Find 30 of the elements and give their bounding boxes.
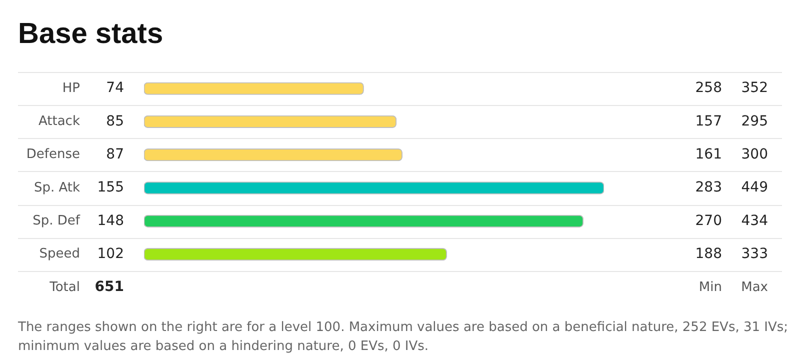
y-tick-label: Sp. Atk — [34, 180, 80, 196]
text: 449 — [741, 180, 768, 196]
y-tick-label: Sp. Def — [32, 214, 80, 229]
data-label: 87 — [106, 146, 124, 162]
data-label: 85 — [106, 113, 124, 130]
data-label: 74 — [106, 80, 124, 96]
text: 352 — [741, 80, 768, 96]
text: 295 — [741, 113, 768, 130]
text: 157 — [695, 113, 722, 130]
y-tick-label: HP — [62, 80, 80, 96]
text: 270 — [695, 212, 722, 229]
text: 161 — [695, 146, 722, 162]
text: 300 — [741, 146, 768, 162]
text: 651 — [94, 279, 124, 296]
text: 434 — [741, 212, 768, 229]
text: 258 — [695, 80, 722, 96]
data-label: 155 — [97, 180, 124, 196]
text: Min — [698, 280, 722, 295]
text: 283 — [695, 180, 722, 196]
y-tick-label: Speed — [39, 246, 80, 262]
text: 333 — [741, 246, 768, 262]
y-tick-label: Total — [48, 280, 80, 295]
chart-title: Base stats — [18, 18, 164, 51]
text: 188 — [695, 246, 722, 262]
data-label: 102 — [97, 246, 124, 262]
y-tick-label: Attack — [38, 114, 80, 130]
text: The ranges shown on the right are for a level 100. Maximum values are based on a beneficial nature, 252 EVs, 31 IVs; minimum values are based on a hindering nature, 0 EVs, 0 IVs. — [18, 319, 790, 356]
y-tick-label: Defense — [26, 147, 80, 162]
text: Max — [741, 280, 768, 295]
data-label: 148 — [97, 212, 124, 229]
